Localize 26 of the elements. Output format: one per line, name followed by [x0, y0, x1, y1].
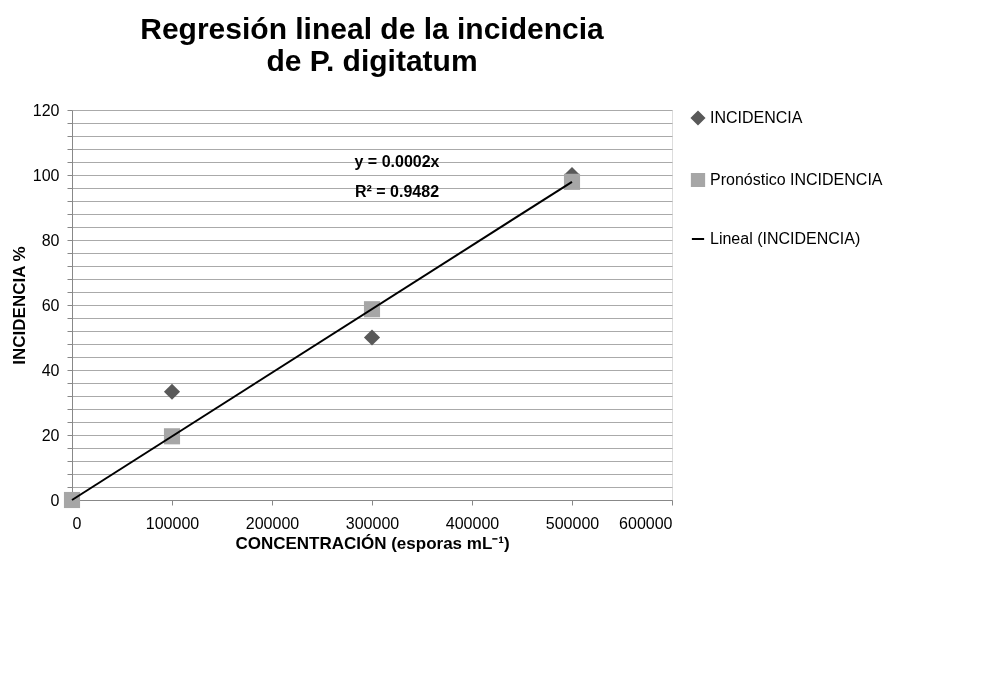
x-tick-label: 600000	[619, 514, 673, 532]
x-tick-label: 500000	[545, 514, 600, 532]
point	[63, 491, 81, 509]
y-tick-label: 20	[41, 426, 60, 444]
y-axis-title: INCIDENCIA %	[9, 246, 29, 365]
y-tick-label: 40	[41, 361, 60, 379]
x-tick-label: 100000	[145, 514, 200, 532]
y-tick-label: 120	[32, 101, 60, 119]
y-tick-label: 80	[41, 231, 60, 249]
annotation: R² = 0.9482	[354, 183, 440, 200]
point	[563, 173, 581, 190]
chart-title: Regresión lineal de la incidencia de P. digitatum	[140, 12, 605, 77]
y-tick-label: 100	[32, 166, 60, 184]
legend-label: INCIDENCIA	[710, 109, 803, 126]
annotation: y = 0.0002x	[354, 153, 440, 170]
point	[163, 383, 181, 400]
y-tick-label: 0	[50, 491, 60, 509]
x-tick-label: 400000	[445, 514, 500, 532]
legend-label: Lineal (INCIDENCIA)	[710, 230, 861, 247]
x-tick-label: 300000	[345, 514, 400, 532]
x-tick-label: 0	[72, 514, 82, 532]
legend-label: Pronóstico INCIDENCIA	[710, 171, 883, 188]
y-tick-label: 60	[41, 296, 60, 314]
x-tick-label: 200000	[245, 514, 300, 532]
point	[363, 329, 381, 346]
x-axis-title: CONCENTRACIÓN (esporas mL⁻¹)	[235, 533, 510, 553]
